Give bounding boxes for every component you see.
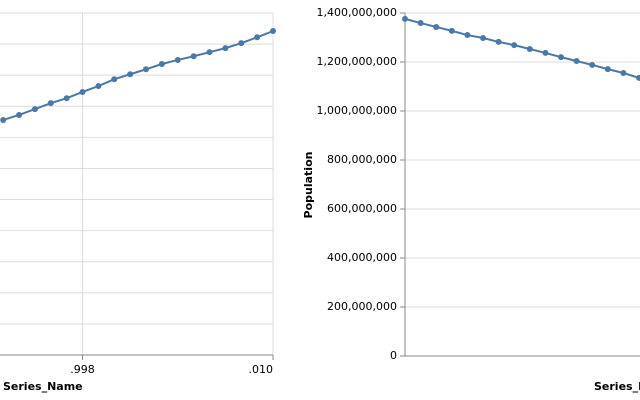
point [16, 111, 23, 118]
x-axis-title: Series_I [594, 380, 640, 393]
y-tick-label: 0 [390, 349, 397, 362]
point [254, 34, 261, 41]
y-tick-label: 1,000,000,000 [317, 104, 397, 117]
y-tick-label: 600,000,000 [327, 202, 397, 215]
point [573, 58, 580, 65]
point [604, 66, 611, 73]
point [0, 116, 7, 123]
point [589, 61, 596, 68]
point [143, 66, 150, 73]
point [158, 60, 165, 67]
point [127, 71, 134, 78]
point [511, 42, 518, 49]
point [620, 70, 627, 77]
y-tick-label: 200,000,000 [327, 300, 397, 313]
y-tick-label: 1,400,000,000 [317, 6, 397, 19]
line [404, 17, 640, 79]
point [636, 74, 640, 81]
point [63, 95, 70, 102]
y-tick-label: 800,000,000 [327, 153, 397, 166]
point [448, 27, 455, 34]
point [238, 40, 245, 47]
y-tick-label: 1,200,000,000 [317, 55, 397, 68]
x-tick-label: .998 [70, 363, 95, 376]
y-tick-label: 400,000,000 [327, 251, 397, 264]
point [433, 23, 440, 30]
point [111, 76, 118, 83]
point [495, 38, 502, 45]
point [542, 49, 549, 56]
point [95, 83, 102, 90]
point [402, 15, 408, 22]
point [417, 20, 424, 27]
y-axis-title: Population [302, 152, 315, 219]
point [31, 106, 38, 113]
point [270, 28, 276, 35]
point [190, 53, 197, 60]
point [480, 34, 486, 41]
point [206, 49, 213, 56]
point [526, 46, 533, 53]
point [222, 45, 229, 52]
point [558, 54, 564, 61]
point [174, 56, 181, 63]
point [464, 32, 471, 39]
point [79, 88, 86, 95]
x-tick-label: .010 [249, 363, 274, 376]
x-axis-title: Series_Name [3, 380, 83, 393]
point [47, 100, 54, 107]
